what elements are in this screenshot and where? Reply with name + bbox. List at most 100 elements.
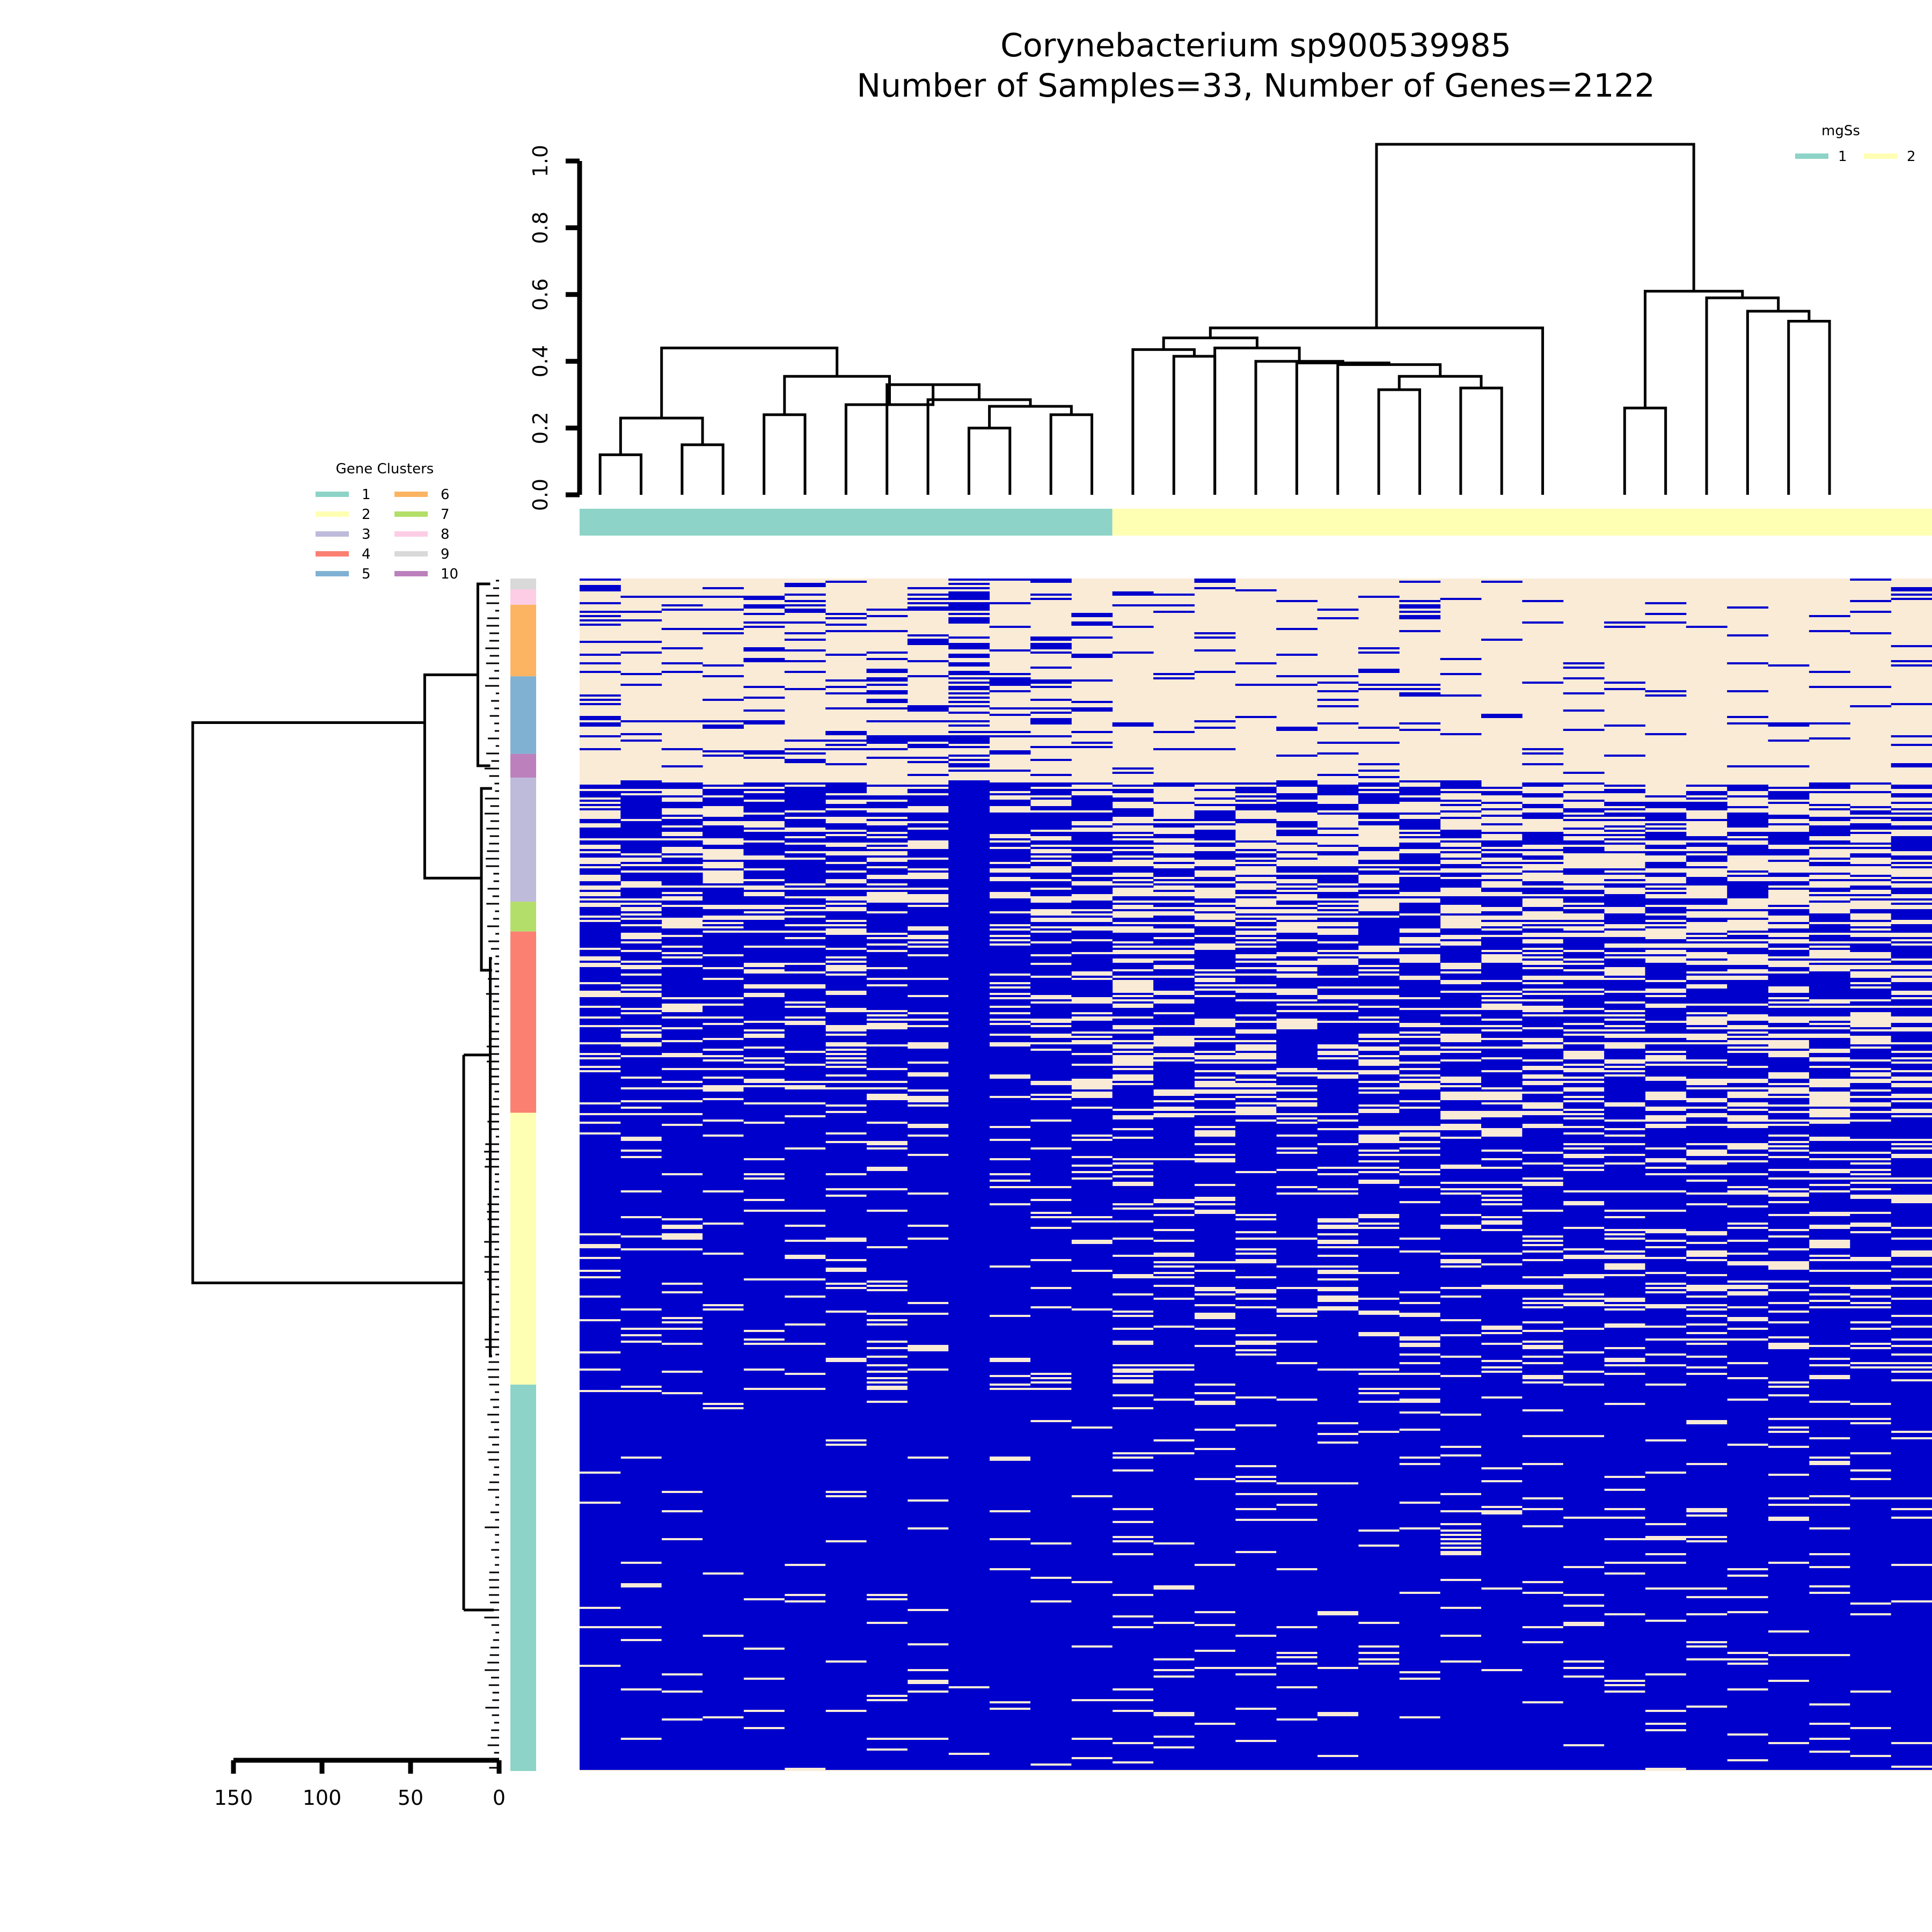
heatmap-cell <box>1317 1190 1359 1192</box>
heatmap-cell <box>825 740 867 742</box>
heatmap-cell <box>784 583 826 587</box>
heatmap-cell <box>1891 995 1932 997</box>
heatmap-cell <box>1440 879 1482 888</box>
heatmap-cell <box>1604 1130 1645 1135</box>
heatmap-cell <box>1153 1062 1195 1089</box>
heatmap-cell <box>1686 1465 1728 1508</box>
gene-cluster-segment <box>510 1385 536 1771</box>
heatmap-cell <box>1850 1098 1892 1102</box>
heatmap-cell <box>825 926 867 928</box>
heatmap-cell <box>1399 1390 1441 1399</box>
heatmap-cell <box>1891 937 1932 939</box>
heatmap-cell <box>661 1115 703 1124</box>
heatmap-cell <box>1112 997 1154 999</box>
heatmap-cell <box>1276 1077 1318 1085</box>
heatmap-cell <box>743 1023 785 1029</box>
heatmap-cell <box>1112 1130 1154 1137</box>
heatmap-cell <box>1194 1100 1236 1109</box>
heatmap-cell <box>1727 845 1769 855</box>
heatmap-cell <box>825 1077 867 1081</box>
heatmap-cell <box>1317 952 1359 954</box>
heatmap-cell <box>1194 579 1236 583</box>
heatmap-cell <box>1891 1145 1932 1147</box>
heatmap-cell <box>1604 1478 1645 1489</box>
heatmap-cell <box>1891 1328 1932 1338</box>
heatmap-cell <box>907 860 949 868</box>
heatmap-cell <box>620 684 662 686</box>
heatmap-cell <box>620 791 662 793</box>
heatmap-cell <box>661 901 703 905</box>
heatmap-cell <box>1604 1077 1645 1102</box>
heatmap-cell <box>1317 999 1359 1004</box>
heatmap-cell <box>1645 1725 1687 1729</box>
heatmap-cell <box>1645 963 1687 980</box>
heatmap-cell <box>1850 1693 1892 1727</box>
heatmap-cell <box>1727 1021 1769 1025</box>
heatmap-cell <box>1645 1328 1687 1338</box>
heatmap-cell <box>1645 1386 1687 1439</box>
heatmap-cell <box>1317 1274 1359 1278</box>
heatmap-cell <box>1850 989 1892 999</box>
heatmap-cell <box>1563 1306 1605 1328</box>
heatmap-cell <box>1358 1051 1400 1055</box>
heatmap-cell <box>1604 883 1645 888</box>
heatmap-cell <box>1891 808 1932 810</box>
heatmap-cell <box>1112 851 1154 855</box>
heatmap-cell <box>620 1311 662 1328</box>
heatmap-cell <box>1358 1300 1400 1311</box>
heatmap-cell <box>1727 1654 1769 1658</box>
heatmap-cell <box>661 1512 703 1538</box>
heatmap-cell <box>702 675 744 677</box>
heatmap-cell <box>1809 1287 1850 1293</box>
heatmap-cell <box>1030 1229 1072 1259</box>
heatmap-cell <box>1563 991 1605 993</box>
heatmap-cell <box>1809 1053 1850 1057</box>
heatmap-cell <box>580 1259 621 1270</box>
heatmap-cell <box>1317 1115 1359 1119</box>
heatmap-cell <box>1645 602 1687 604</box>
heatmap-cell <box>1645 1162 1687 1167</box>
heatmap-cell <box>1686 1648 1728 1658</box>
heatmap-cell <box>1112 1160 1154 1162</box>
heatmap-cell <box>620 795 662 819</box>
heatmap-cell <box>1522 1278 1564 1285</box>
heatmap-cell <box>1194 1145 1236 1154</box>
heatmap-cell <box>784 1104 826 1115</box>
heatmap-cell <box>866 1349 908 1356</box>
heatmap-cell <box>1153 802 1195 804</box>
heatmap-cell <box>1358 870 1400 875</box>
heatmap-cell <box>580 662 621 664</box>
heatmap-cell <box>1522 1246 1564 1250</box>
heatmap-cell <box>1440 804 1482 806</box>
heatmap-cell <box>1563 905 1605 907</box>
heatmap-cell <box>1768 1338 1810 1343</box>
heatmap-cell <box>1891 1158 1932 1177</box>
heatmap-cell <box>1809 862 1850 866</box>
heatmap-cell <box>1604 928 1645 931</box>
heatmap-cell <box>1563 1145 1605 1147</box>
gene-cluster-segment <box>510 676 536 754</box>
heatmap-cell <box>1891 1059 1932 1062</box>
heatmap-cell <box>743 658 785 662</box>
heatmap-cell <box>580 984 621 991</box>
heatmap-cell <box>1276 1313 1318 1315</box>
heatmap-cell <box>1112 1317 1154 1328</box>
heatmap-cell <box>1645 1128 1687 1147</box>
heatmap-cell <box>1686 1244 1728 1250</box>
heatmap-cell <box>1891 1044 1932 1051</box>
heatmap-cell <box>743 1160 785 1173</box>
heatmap-cell <box>907 774 949 776</box>
heatmap-cell <box>784 600 826 602</box>
heatmap-cell <box>1235 1081 1277 1083</box>
heatmap-cell <box>1481 1001 1523 1004</box>
heatmap-cell <box>1563 965 1605 969</box>
heatmap-cell <box>1440 733 1482 735</box>
heatmap-cell <box>784 898 826 905</box>
heatmap-cell <box>620 991 662 993</box>
heatmap-cell <box>907 1304 949 1313</box>
heatmap-cell <box>1112 1409 1154 1452</box>
heatmap-cell <box>989 673 1031 675</box>
heatmap-cell <box>989 1362 1031 1375</box>
heatmap-cell <box>743 890 785 892</box>
heatmap-cell <box>1604 1107 1645 1119</box>
